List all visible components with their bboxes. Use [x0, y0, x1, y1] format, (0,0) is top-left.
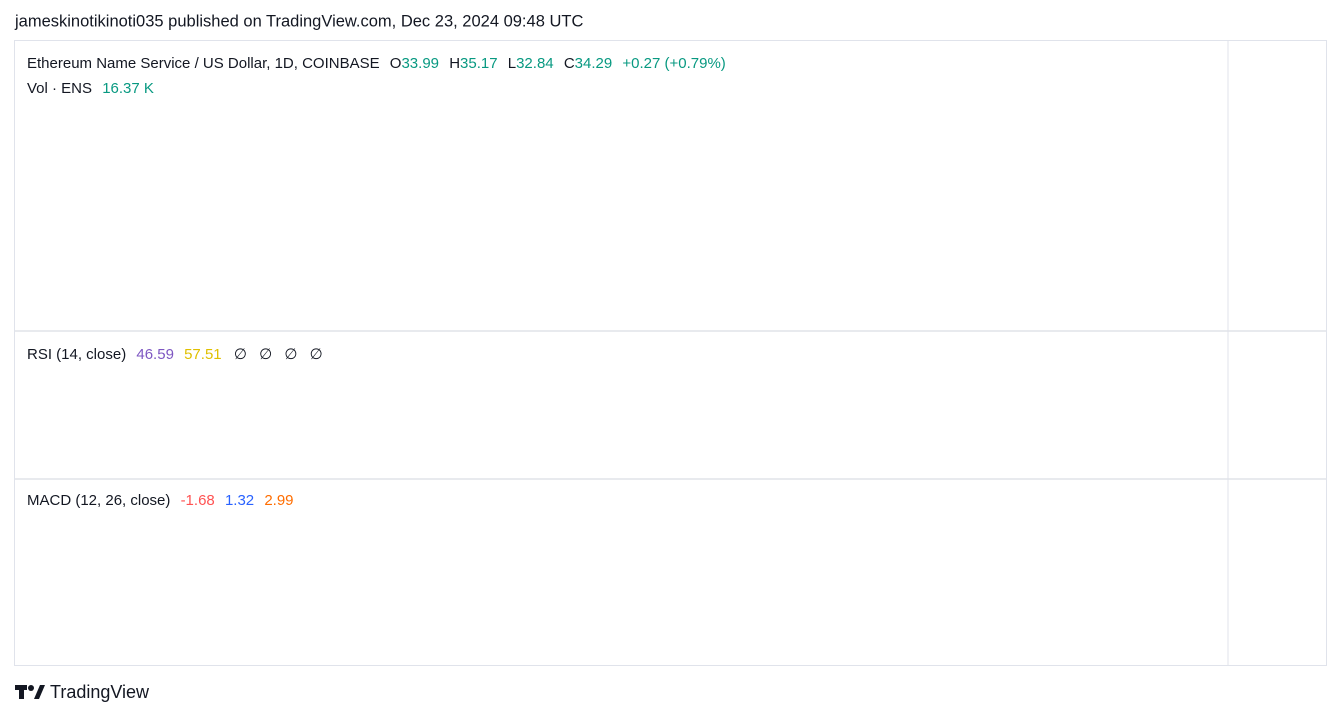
publisher: jameskinotikinoti035 published on Tradin… — [14, 12, 583, 30]
signal-value: 2.99 — [264, 492, 293, 509]
legend-macd: MACD (12, 26, close) -1.68 1.32 2.99 — [27, 492, 294, 509]
change: +0.27 (+0.79%) — [622, 55, 725, 72]
logo-part — [28, 685, 34, 691]
rsi-value: 46.59 — [136, 346, 174, 363]
hist-value: -1.68 — [181, 492, 215, 509]
rsi-ma-value: 57.51 — [184, 346, 222, 363]
legend-volume: Vol · ENS 16.37 K — [27, 80, 154, 97]
footer-brand: TradingView — [50, 682, 150, 702]
na-value: ∅ — [310, 346, 323, 363]
macd-value: 1.32 — [225, 492, 254, 509]
frame — [14, 40, 1327, 666]
na-value: ∅ — [284, 346, 297, 363]
rsi-title: RSI (14, close) — [27, 346, 126, 363]
logo-part — [34, 685, 45, 699]
volume-name: Vol · ENS — [27, 80, 92, 97]
ohlc-value: 32.84 — [516, 55, 554, 72]
na-value: ∅ — [259, 346, 272, 363]
legend-rsi: RSI (14, close) 46.59 57.51 ∅ ∅ ∅ ∅ — [27, 346, 323, 363]
ohlc-value: 34.29 — [575, 55, 613, 72]
volume-value: 16.37 K — [102, 80, 154, 97]
ohlc-value: 33.99 — [401, 55, 439, 72]
ohlc-label: O — [390, 55, 402, 72]
logo-part — [19, 685, 24, 699]
legend-main: Ethereum Name Service / US Dollar, 1D, C… — [27, 55, 726, 72]
na-value: ∅ — [234, 346, 247, 363]
ohlc-label: C — [564, 55, 575, 72]
ohlc-label: H — [449, 55, 460, 72]
macd-title: MACD (12, 26, close) — [27, 492, 170, 509]
ohlc-label: L — [508, 55, 516, 72]
symbol: Ethereum Name Service / US Dollar, 1D, C… — [27, 55, 380, 72]
ohlc-value: 35.17 — [460, 55, 498, 72]
logo — [15, 685, 45, 699]
